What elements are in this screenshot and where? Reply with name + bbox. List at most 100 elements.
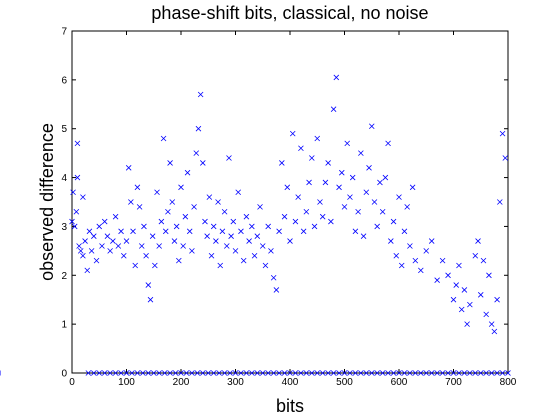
marker <box>352 370 359 376</box>
marker <box>314 370 321 376</box>
marker-stroke <box>104 233 111 239</box>
marker <box>149 233 156 239</box>
marker <box>243 370 250 376</box>
marker-stroke <box>251 252 258 259</box>
marker <box>230 218 237 225</box>
marker-stroke <box>390 370 397 376</box>
marker-stroke <box>407 370 413 376</box>
marker-stroke <box>494 370 500 376</box>
marker-stroke <box>134 370 141 376</box>
marker <box>502 155 509 161</box>
marker-stroke <box>287 370 293 376</box>
y-tick-label: 7 <box>61 27 67 38</box>
marker <box>80 252 86 259</box>
marker <box>125 165 132 171</box>
marker <box>428 238 435 244</box>
marker <box>456 370 462 376</box>
marker <box>388 238 394 244</box>
marker <box>249 370 255 376</box>
marker-stroke <box>243 213 250 220</box>
marker <box>74 174 81 181</box>
marker-stroke <box>268 248 274 254</box>
marker <box>123 370 130 376</box>
y-tick-label: 0 <box>61 369 67 380</box>
marker <box>333 74 340 81</box>
marker <box>82 238 88 244</box>
x-tick-label: 500 <box>336 377 353 388</box>
marker-stroke <box>374 223 380 230</box>
marker-stroke <box>379 208 386 215</box>
marker <box>123 238 130 244</box>
marker <box>162 228 169 235</box>
marker-stroke <box>228 233 234 239</box>
marker <box>265 370 271 376</box>
marker <box>281 213 288 220</box>
marker <box>330 106 337 112</box>
marker <box>167 370 173 376</box>
marker <box>303 370 310 376</box>
marker-stroke <box>197 91 204 98</box>
marker-stroke <box>428 370 435 376</box>
marker-stroke <box>295 194 301 200</box>
marker <box>206 194 213 200</box>
marker-stroke <box>213 238 219 244</box>
marker <box>488 370 495 376</box>
marker-stroke <box>178 370 184 376</box>
marker <box>319 213 326 220</box>
marker-stroke <box>96 223 103 230</box>
marker <box>169 199 176 205</box>
marker <box>216 370 222 376</box>
marker-stroke <box>382 174 389 181</box>
marker-stroke <box>99 243 105 249</box>
marker <box>407 243 413 249</box>
marker <box>276 370 282 376</box>
marker <box>314 135 321 142</box>
x-tick-label: 800 <box>500 377 517 388</box>
marker-stroke <box>352 228 359 235</box>
marker-stroke <box>418 370 424 376</box>
marker-stroke <box>88 248 95 254</box>
marker <box>259 370 266 376</box>
marker <box>152 262 158 269</box>
marker <box>172 370 179 376</box>
marker-stroke <box>480 257 487 264</box>
marker <box>110 238 116 244</box>
marker <box>134 184 141 191</box>
marker-stroke <box>235 189 242 196</box>
x-axis-label: bits <box>276 396 304 416</box>
marker <box>439 370 446 376</box>
marker-stroke <box>368 123 375 130</box>
marker-stroke <box>398 262 405 269</box>
marker-stroke <box>128 199 134 205</box>
x-tick-label: 400 <box>282 377 299 388</box>
marker-stroke <box>336 184 342 191</box>
marker <box>251 252 258 259</box>
marker-stroke <box>169 199 176 205</box>
marker <box>200 160 206 166</box>
marker-stroke <box>491 328 498 335</box>
marker-stroke <box>138 243 145 249</box>
marker <box>461 370 468 376</box>
marker-stroke <box>115 243 122 249</box>
marker <box>499 370 506 376</box>
marker-stroke <box>202 218 208 225</box>
marker-stroke <box>488 321 495 327</box>
marker-stroke <box>180 243 186 249</box>
marker <box>96 223 103 230</box>
marker-stroke <box>189 370 195 376</box>
marker <box>445 272 451 279</box>
marker <box>450 296 457 303</box>
marker-stroke <box>91 370 97 376</box>
marker-stroke <box>149 233 156 239</box>
marker <box>336 370 342 376</box>
marker-stroke <box>259 370 266 376</box>
marker-stroke <box>152 262 158 269</box>
marker <box>396 370 402 376</box>
marker <box>393 252 400 259</box>
marker-stroke <box>191 204 197 210</box>
marker <box>171 238 178 244</box>
marker-stroke <box>445 272 451 279</box>
marker-stroke <box>347 370 353 376</box>
marker <box>472 252 479 259</box>
marker <box>390 370 397 376</box>
